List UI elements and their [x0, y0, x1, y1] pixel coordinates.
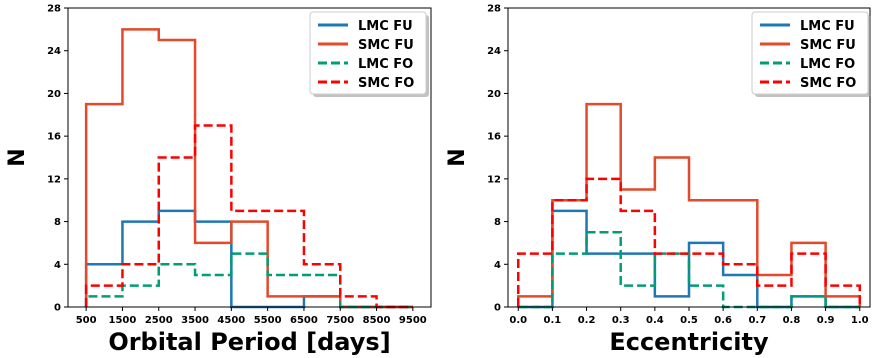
eccentricity-histogram: 0 4 8 12 16 20 24 28 0.0 0.1 0.2 0.3 0.4 0.5 0.6 0.7 0.8… [445, 4, 871, 356]
series-smc-fo-step [84, 124, 413, 309]
x-tick-label: 4500 [217, 315, 245, 326]
y-tick-label: 0 [54, 303, 61, 314]
x-tick-label: 6500 [290, 315, 318, 326]
y-tick-label: 16 [487, 132, 501, 143]
series-lmc-fo-step [84, 252, 413, 309]
legend-label-lmc-fo: LMC FO [800, 57, 855, 72]
legend-label-lmc-fu: LMC FU [358, 19, 413, 34]
x-tick-label: 0.0 [509, 315, 527, 326]
legend-box [309, 11, 427, 95]
x-tick-label: 0.2 [578, 315, 596, 326]
y-tick-label: 8 [54, 217, 61, 228]
series-lmc-fu-step [84, 209, 413, 309]
x-tick-label: 0.4 [646, 315, 664, 326]
x-tick-label: 7500 [326, 315, 354, 326]
legend-label-smc-fu: SMC FU [800, 38, 856, 53]
series-smc-fu-step [516, 102, 862, 307]
x-tick-label: 500 [76, 315, 97, 326]
legend-label-lmc-fu: LMC FU [800, 19, 855, 34]
x-tick-label: 0.8 [783, 315, 801, 326]
y-tick-label: 20 [47, 89, 61, 100]
legend-label-smc-fu: SMC FU [358, 38, 414, 53]
y-tick-label: 24 [47, 46, 61, 57]
series-smc-fu-step [84, 28, 413, 309]
y-tick-label: 24 [487, 46, 501, 57]
x-tick-label: 0.6 [714, 315, 732, 326]
y-axis-label: N [5, 148, 30, 166]
x-tick-label: 0.7 [748, 315, 766, 326]
series-lmc-fu-step [518, 209, 860, 309]
x-tick-label: 1.0 [851, 315, 869, 326]
y-tick-label: 12 [47, 174, 61, 185]
x-tick-label: 2500 [145, 315, 173, 326]
y-tick-label: 28 [47, 4, 61, 15]
series-smc-fo-step [516, 177, 862, 307]
y-tick-label: 12 [487, 174, 501, 185]
y-tick-label: 8 [494, 217, 501, 228]
y-tick-label: 16 [47, 132, 61, 143]
x-axis-label: Orbital Period [days] [108, 328, 390, 356]
legend-box [751, 11, 869, 95]
x-tick-label: 8500 [363, 315, 391, 326]
x-tick-label: 0.1 [544, 315, 562, 326]
legend: LMC FU SMC FU LMC FO SMC FO [309, 11, 429, 97]
legend-label-smc-fo: SMC FO [358, 76, 414, 91]
y-tick-label: 0 [494, 303, 501, 314]
y-tick-label: 4 [54, 260, 61, 271]
orbital-period-histogram: 0 4 8 12 16 20 24 28 500 1500 2500 3500 4500 5500 6500… [5, 4, 432, 356]
y-tick-label: 20 [487, 89, 501, 100]
legend-label-smc-fo: SMC FO [800, 76, 856, 91]
x-tick-label: 5500 [254, 315, 282, 326]
x-tick-label: 0.3 [612, 315, 630, 326]
x-tick-label: 1500 [109, 315, 137, 326]
x-axis-label: Eccentricity [609, 328, 769, 356]
x-tick-label: 3500 [181, 315, 209, 326]
y-tick-label: 4 [494, 260, 501, 271]
legend: LMC FU SMC FU LMC FO SMC FO [751, 11, 871, 97]
x-tick-label: 0.5 [680, 315, 698, 326]
y-axis-label: N [445, 148, 470, 166]
x-tick-label: 0.9 [817, 315, 835, 326]
axes-frame [67, 7, 432, 308]
x-tick-label: 9500 [399, 315, 427, 326]
y-tick-label: 28 [487, 4, 501, 15]
series-lmc-fo-step [518, 231, 860, 309]
legend-label-lmc-fo: LMC FO [358, 57, 413, 72]
